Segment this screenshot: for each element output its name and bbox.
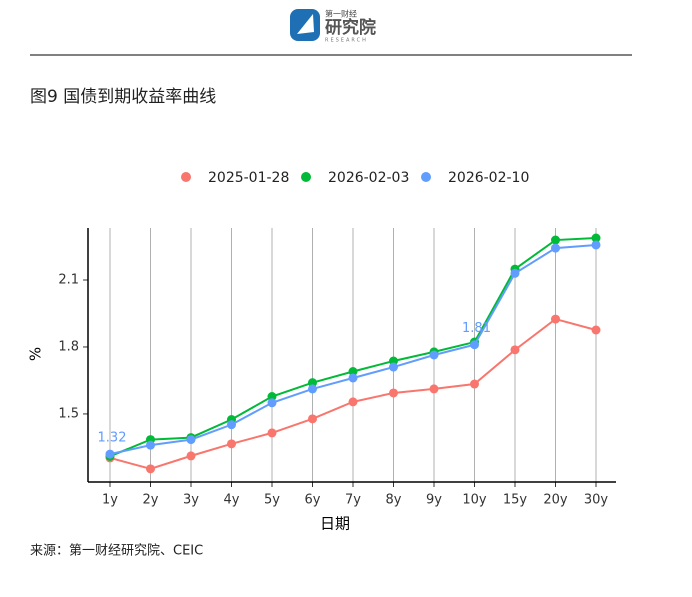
- x-tick-label: 8y: [386, 493, 402, 508]
- point: [389, 362, 398, 372]
- logo: 第一财经 研究院 RESEARCH: [290, 9, 376, 44]
- data-label: 1.81: [462, 321, 491, 336]
- point: [267, 428, 277, 438]
- logo-top: 第一财经: [325, 9, 357, 19]
- x-axis-title: 日期: [320, 515, 350, 533]
- point: [186, 451, 196, 461]
- x-tick-label: 7y: [345, 493, 361, 508]
- y-tick-label: 1.5: [58, 406, 79, 421]
- point: [591, 325, 601, 335]
- point: [146, 464, 155, 474]
- point: [551, 314, 560, 324]
- point: [510, 268, 520, 278]
- x-tick-label: 1y: [102, 493, 118, 508]
- point: [470, 379, 479, 389]
- x-tick-label: 3y: [183, 493, 199, 508]
- source: 来源：第一财经研究院、CEIC: [30, 544, 203, 559]
- x-tick-label: 9y: [426, 493, 442, 508]
- point: [267, 392, 277, 402]
- y-tick-label: 1.8: [58, 339, 79, 354]
- logo-main: 研究院: [325, 17, 376, 38]
- point: [429, 384, 439, 394]
- legend-label: 2025-01-28: [208, 170, 289, 186]
- x-tick-label: 4y: [224, 493, 240, 508]
- y-tick-label: 2.1: [58, 273, 79, 288]
- logo-sub: RESEARCH: [325, 38, 368, 44]
- x-tick-label: 20y: [543, 493, 568, 508]
- point: [348, 373, 358, 383]
- chart-title: 图9 国债到期收益率曲线: [30, 87, 216, 107]
- point: [308, 378, 317, 388]
- x-tick-label: 30y: [584, 493, 609, 508]
- point: [470, 340, 479, 350]
- x-tick-label: 15y: [503, 493, 528, 508]
- point: [389, 388, 398, 398]
- legend-marker: [421, 172, 431, 182]
- legend-label: 2026-02-10: [448, 170, 529, 186]
- point: [308, 414, 317, 424]
- y-axis-title: %: [27, 347, 45, 361]
- data-label: 1.32: [98, 431, 127, 446]
- point: [591, 233, 601, 243]
- legend-marker: [301, 172, 311, 182]
- x-tick-label: 10y: [462, 493, 487, 508]
- legend-label: 2026-02-03: [328, 170, 409, 186]
- point: [551, 235, 560, 245]
- x-tick-label: 5y: [264, 493, 280, 508]
- point: [591, 240, 601, 250]
- point: [267, 398, 277, 408]
- point: [429, 350, 439, 360]
- logo-mark: [297, 14, 314, 34]
- point: [146, 440, 155, 450]
- point: [510, 345, 520, 355]
- point: [348, 367, 358, 377]
- point: [348, 397, 358, 407]
- point: [551, 243, 560, 253]
- x-tick-label: 2y: [143, 493, 159, 508]
- point: [227, 439, 236, 449]
- x-tick-label: 6y: [305, 493, 321, 508]
- point: [186, 435, 196, 445]
- point: [227, 420, 236, 430]
- legend-marker: [181, 172, 191, 182]
- point: [105, 449, 115, 459]
- point: [308, 384, 317, 394]
